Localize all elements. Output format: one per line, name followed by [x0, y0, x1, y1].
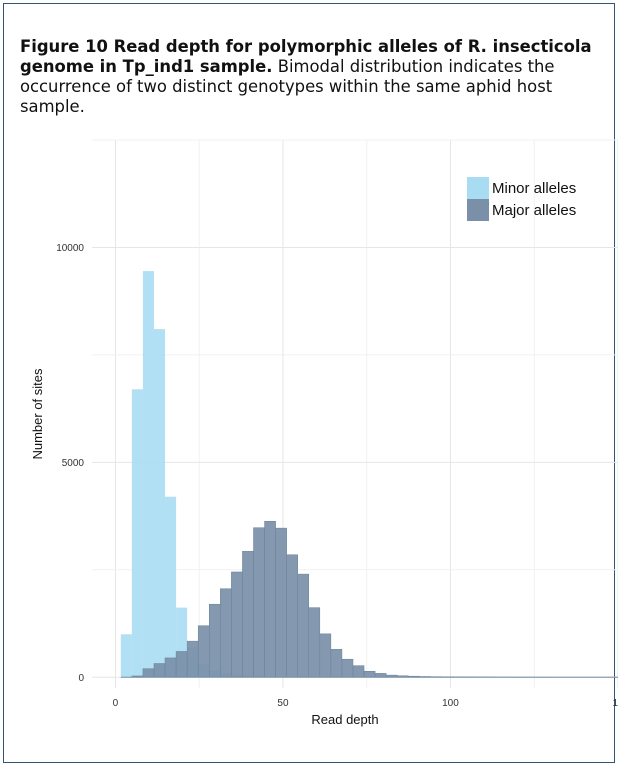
major-allele-bar	[265, 521, 276, 677]
major-alleles-bars	[121, 521, 618, 677]
minor-alleles-bars	[121, 271, 618, 677]
major-allele-bar	[253, 528, 264, 678]
major-allele-bar	[375, 673, 386, 677]
legend-label: Minor alleles	[492, 180, 576, 197]
major-allele-bar	[298, 574, 309, 677]
major-allele-bar	[353, 666, 364, 678]
major-allele-bar	[143, 669, 154, 678]
y-tick-label: 0	[78, 673, 84, 684]
x-tick-label: 0	[113, 698, 119, 709]
minor-allele-bar	[154, 329, 165, 677]
major-allele-bar	[220, 589, 231, 678]
major-allele-bar	[187, 641, 198, 677]
minor-allele-bar	[121, 634, 132, 677]
major-allele-bar	[165, 658, 176, 677]
legend-label: Major alleles	[492, 202, 576, 219]
major-allele-bar	[154, 664, 165, 678]
legend-swatch	[467, 199, 489, 221]
major-allele-bar	[198, 626, 209, 678]
x-tick-label: 100	[442, 698, 459, 709]
major-allele-bar	[309, 608, 320, 678]
legend-swatch	[467, 177, 489, 199]
major-allele-bar	[231, 572, 242, 677]
x-tick-label: 50	[277, 698, 289, 709]
y-axis-ticks: 0 5000 10000	[56, 243, 84, 684]
major-allele-bar	[209, 604, 220, 677]
legend: Minor alleles Major alleles	[467, 177, 576, 221]
major-allele-bar	[364, 671, 375, 677]
minor-allele-bar	[132, 389, 143, 677]
minor-allele-bar	[143, 271, 154, 677]
y-tick-label: 5000	[62, 458, 85, 469]
major-allele-bar	[331, 649, 342, 677]
major-allele-bar	[176, 651, 187, 677]
x-tick-label: 15	[612, 698, 618, 709]
major-allele-bar	[276, 528, 287, 677]
y-axis-label: Number of sites	[30, 368, 45, 460]
x-axis-ticks: 0 50 100 15	[113, 698, 618, 709]
x-axis-label: Read depth	[311, 712, 378, 727]
major-allele-bar	[342, 659, 353, 677]
minor-allele-bar	[165, 497, 176, 678]
major-allele-bar	[242, 551, 253, 677]
y-tick-label: 10000	[56, 243, 84, 254]
major-allele-bar	[320, 634, 331, 677]
major-allele-bar	[287, 555, 298, 677]
